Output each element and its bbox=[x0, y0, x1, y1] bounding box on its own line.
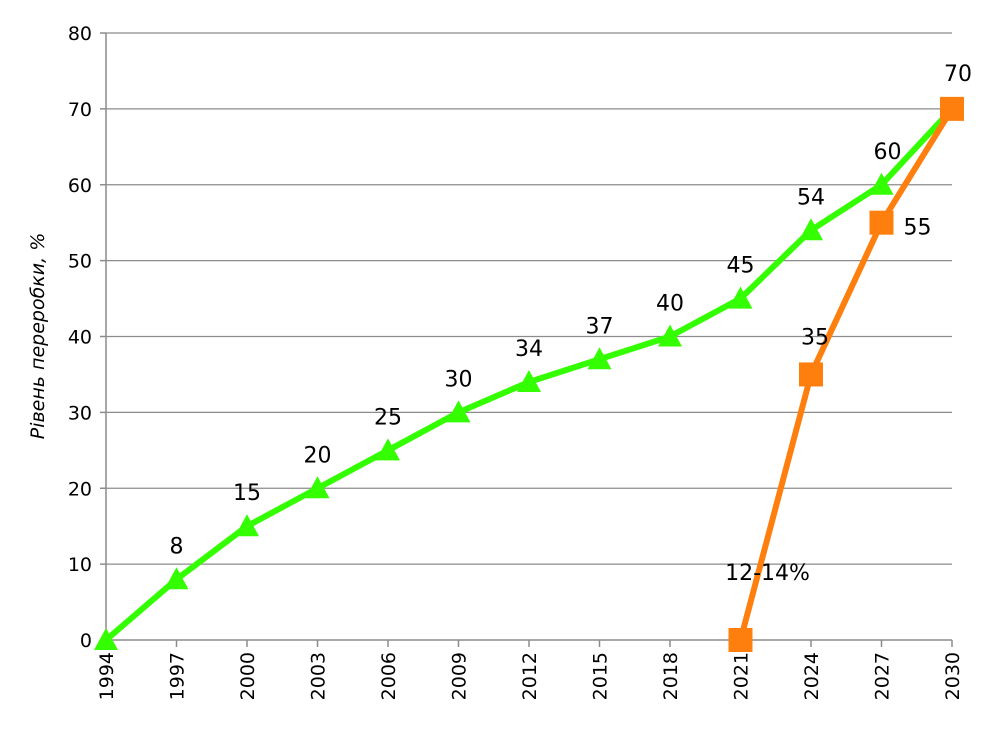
triangle-marker bbox=[587, 347, 612, 370]
series-line bbox=[737, 105, 955, 643]
data-label: 55 bbox=[904, 216, 932, 241]
triangle-marker bbox=[446, 400, 471, 423]
y-tick-label: 0 bbox=[80, 630, 92, 652]
y-tick-label: 60 bbox=[68, 175, 92, 197]
data-label: 60 bbox=[874, 140, 902, 165]
y-tick-label: 20 bbox=[68, 478, 92, 500]
triangle-marker bbox=[94, 628, 118, 650]
triangle-marker bbox=[517, 370, 541, 393]
x-tick-label: 1997 bbox=[167, 652, 189, 700]
y-tick-label: 40 bbox=[68, 327, 92, 349]
data-label: 20 bbox=[304, 443, 332, 468]
triangle-marker bbox=[799, 218, 823, 241]
series bbox=[94, 96, 964, 652]
data-labels: 8 15 20 25 30 34 37 40 45 54 60 70 12-14% 35 55 bbox=[170, 62, 973, 586]
x-tick-label: 2003 bbox=[308, 652, 330, 700]
triangle-marker bbox=[376, 438, 400, 461]
data-label: 8 bbox=[170, 534, 184, 559]
x-tick-label: 2009 bbox=[449, 652, 471, 700]
data-label: 40 bbox=[656, 292, 684, 317]
x-tick-label: 2021 bbox=[731, 652, 753, 700]
grid-lines bbox=[106, 32, 952, 565]
y-tick-label: 70 bbox=[68, 99, 92, 121]
y-tick-label: 30 bbox=[68, 402, 92, 424]
square-marker bbox=[940, 96, 964, 121]
data-label: 34 bbox=[515, 337, 543, 362]
square-marker bbox=[799, 362, 823, 387]
triangle-marker bbox=[869, 172, 894, 195]
data-label: 30 bbox=[445, 367, 473, 392]
triangle-marker bbox=[658, 324, 682, 347]
x-tick-label: 2024 bbox=[801, 652, 823, 700]
x-tick-label: 2030 bbox=[942, 652, 964, 700]
data-label: 35 bbox=[801, 325, 829, 350]
data-label: 45 bbox=[727, 254, 755, 279]
x-tick-label: 1994 bbox=[96, 652, 118, 700]
data-label: 37 bbox=[586, 314, 614, 339]
triangle-marker bbox=[235, 514, 259, 537]
y-tick-label: 80 bbox=[68, 23, 92, 45]
triangle-marker bbox=[305, 476, 330, 499]
triangle-marker bbox=[164, 567, 189, 590]
data-label: 70 bbox=[944, 62, 972, 87]
square-marker bbox=[869, 210, 894, 235]
data-label: 12-14% bbox=[725, 561, 810, 586]
data-label: 54 bbox=[797, 185, 825, 210]
data-label: 25 bbox=[374, 405, 402, 430]
y-axis-title: Рівень переробки, % bbox=[27, 233, 49, 440]
x-tick-label: 2006 bbox=[378, 652, 400, 700]
square-marker bbox=[728, 628, 753, 652]
data-label: 15 bbox=[233, 481, 261, 506]
x-tick-label: 2027 bbox=[872, 652, 894, 700]
x-tick-label: 2015 bbox=[590, 652, 612, 700]
x-tick-label: 2018 bbox=[660, 652, 682, 700]
x-tick-label: 2012 bbox=[519, 652, 541, 700]
triangle-marker bbox=[728, 286, 753, 309]
y-tick-label: 50 bbox=[68, 251, 92, 273]
x-tick-label: 2000 bbox=[237, 652, 259, 700]
y-tick-label: 10 bbox=[68, 554, 92, 576]
